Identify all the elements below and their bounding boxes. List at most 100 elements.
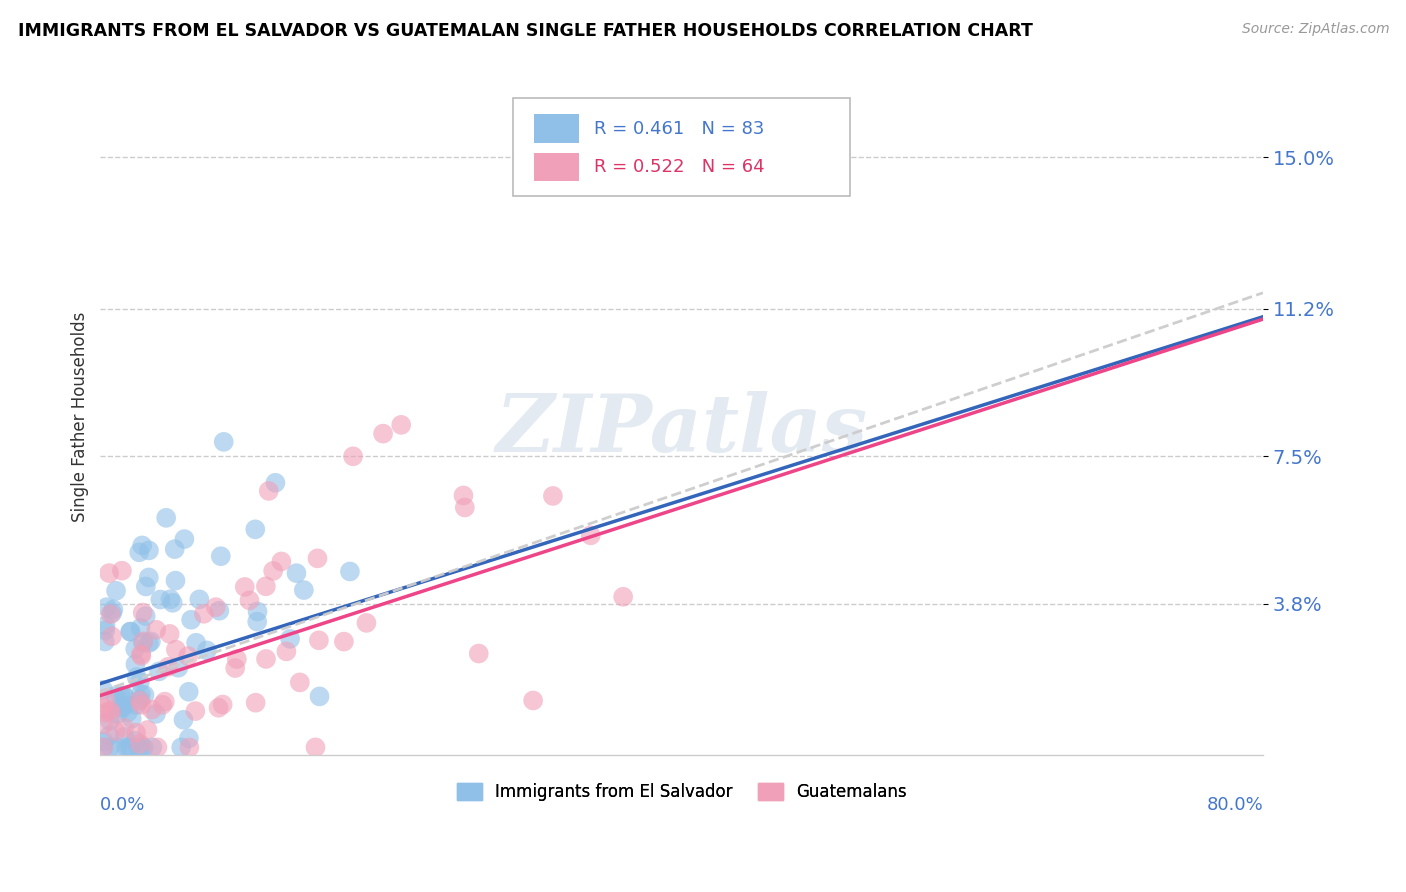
Point xyxy=(307,551,329,566)
Point xyxy=(292,582,315,597)
Point xyxy=(184,636,207,650)
Point xyxy=(579,528,602,542)
Point xyxy=(254,579,277,593)
Point xyxy=(145,706,167,721)
Point xyxy=(120,624,142,639)
Point xyxy=(276,644,298,658)
Point xyxy=(453,488,475,502)
Point xyxy=(342,450,364,464)
Point xyxy=(128,545,150,559)
Point xyxy=(285,566,308,581)
Point xyxy=(177,731,200,746)
Point xyxy=(224,661,246,675)
Point xyxy=(131,538,153,552)
Point xyxy=(135,609,157,624)
Point xyxy=(124,641,146,656)
Point xyxy=(159,592,181,607)
Point xyxy=(188,592,211,607)
Point xyxy=(148,665,170,679)
Point xyxy=(195,643,218,657)
Point xyxy=(167,661,190,675)
Point xyxy=(98,703,121,717)
Point xyxy=(104,724,127,739)
Point xyxy=(208,604,231,618)
Point xyxy=(94,618,117,632)
Point xyxy=(157,659,180,673)
Text: ZIPatlas: ZIPatlas xyxy=(496,392,868,468)
Point xyxy=(149,592,172,607)
Point xyxy=(120,740,142,755)
Point xyxy=(132,606,155,620)
Point xyxy=(91,740,114,755)
Point xyxy=(128,693,150,707)
Point xyxy=(163,542,186,557)
Point xyxy=(132,635,155,649)
Point xyxy=(104,689,127,703)
Point xyxy=(98,566,121,581)
Point xyxy=(132,740,155,755)
Point xyxy=(107,740,129,755)
Point xyxy=(139,634,162,648)
Point xyxy=(180,613,202,627)
Point xyxy=(333,634,356,648)
Point xyxy=(112,689,135,703)
Text: Source: ZipAtlas.com: Source: ZipAtlas.com xyxy=(1241,22,1389,37)
Point xyxy=(103,602,125,616)
Point xyxy=(131,740,153,755)
Point xyxy=(153,695,176,709)
Point xyxy=(124,734,146,748)
Point xyxy=(94,624,117,638)
Legend: Immigrants from El Salvador, Guatemalans: Immigrants from El Salvador, Guatemalans xyxy=(450,777,914,808)
Point xyxy=(138,636,160,650)
Point xyxy=(308,690,330,704)
Point xyxy=(339,565,361,579)
Point xyxy=(211,698,233,712)
FancyBboxPatch shape xyxy=(534,153,579,181)
Point xyxy=(136,723,159,737)
Point xyxy=(111,701,134,715)
Point xyxy=(138,543,160,558)
Point xyxy=(117,706,139,720)
Point xyxy=(129,647,152,661)
Point xyxy=(131,698,153,712)
Point xyxy=(356,615,378,630)
Point xyxy=(94,706,117,720)
Point xyxy=(288,675,311,690)
Point xyxy=(91,717,114,731)
Point xyxy=(162,596,184,610)
Point xyxy=(278,632,301,646)
Point xyxy=(141,740,163,755)
Point xyxy=(207,700,229,714)
Point xyxy=(264,475,287,490)
Point xyxy=(101,606,124,620)
Point xyxy=(128,675,150,690)
Point xyxy=(110,700,132,714)
Point xyxy=(245,696,267,710)
Point xyxy=(225,652,247,666)
Point xyxy=(129,687,152,701)
Point xyxy=(159,627,181,641)
Point xyxy=(209,549,232,564)
Point xyxy=(91,740,114,755)
Text: 80.0%: 80.0% xyxy=(1206,796,1263,814)
Point xyxy=(114,690,136,704)
Point xyxy=(94,691,117,706)
Point xyxy=(146,740,169,755)
Point xyxy=(270,554,292,568)
Point xyxy=(371,426,394,441)
Point xyxy=(98,714,121,728)
Point xyxy=(129,621,152,635)
Point xyxy=(152,698,174,712)
Point xyxy=(179,740,201,755)
FancyBboxPatch shape xyxy=(534,114,579,143)
Point xyxy=(114,698,136,712)
Point xyxy=(170,740,193,755)
Point xyxy=(304,740,326,755)
Point xyxy=(121,712,143,726)
Point xyxy=(98,740,121,755)
Point xyxy=(155,511,177,525)
Text: 0.0%: 0.0% xyxy=(100,796,146,814)
Point xyxy=(165,574,187,588)
Point xyxy=(262,564,284,578)
Point xyxy=(184,704,207,718)
